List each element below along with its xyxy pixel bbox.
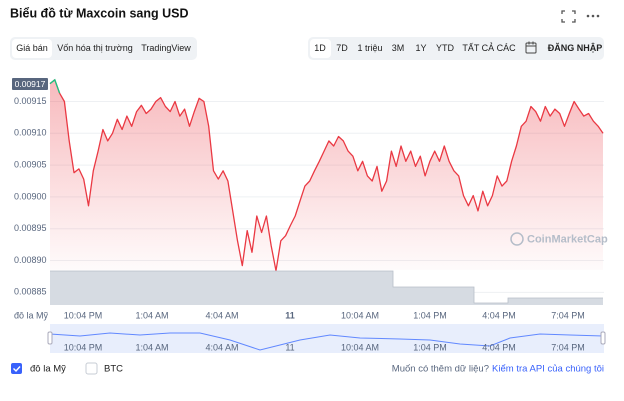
price-tag-text: 0.00917 bbox=[15, 79, 46, 89]
navigator-tick-label: 7:04 PM bbox=[551, 342, 585, 352]
navigator bbox=[50, 324, 604, 353]
range[interactable]: 1 triệu bbox=[357, 43, 382, 53]
range[interactable]: YTD bbox=[436, 43, 455, 53]
expand-icon[interactable] bbox=[561, 10, 576, 23]
tab[interactable]: Giá bán bbox=[16, 43, 48, 53]
x-tick-label: 1:04 AM bbox=[135, 310, 168, 320]
navigator-tick-label: 10:04 PM bbox=[64, 342, 103, 352]
range[interactable]: TẤT CẢ CÁC bbox=[462, 42, 516, 53]
tab-group bbox=[10, 37, 197, 60]
y-tick-label: 0.00885 bbox=[14, 287, 47, 297]
navigator-handle[interactable] bbox=[600, 331, 606, 345]
more-icon[interactable] bbox=[586, 14, 600, 18]
watermark-text: CoinMarketCap bbox=[527, 233, 608, 245]
tab[interactable]: Vốn hóa thị trường bbox=[57, 43, 132, 53]
y-tick-label: 0.00915 bbox=[14, 96, 47, 106]
range-active bbox=[310, 39, 331, 58]
y-tick-label: 0.00890 bbox=[14, 255, 47, 265]
legend-entry: đô la Mỹ bbox=[30, 364, 66, 375]
legend-entry: BTC bbox=[104, 364, 123, 375]
check-mark bbox=[13, 366, 21, 373]
tab[interactable]: TradingView bbox=[141, 43, 191, 53]
y-tick-label: 0.00895 bbox=[14, 223, 47, 233]
checkbox-checked[interactable] bbox=[11, 363, 22, 374]
y-tick-label: 0.00905 bbox=[14, 159, 47, 169]
y-tick-label: 0.00900 bbox=[14, 191, 47, 201]
navigator-tick-label: 4:04 AM bbox=[205, 342, 238, 352]
price-tag bbox=[12, 78, 48, 90]
x-tick-label: 10:04 AM bbox=[341, 310, 379, 320]
price-line bbox=[49, 79, 604, 272]
checkbox[interactable] bbox=[85, 362, 98, 375]
navigator-tick-label: 10:04 AM bbox=[341, 342, 379, 352]
range[interactable]: 3M bbox=[392, 43, 405, 53]
chart-title: Biểu đồ từ Maxcoin sang USD bbox=[10, 6, 189, 20]
range[interactable]: 7D bbox=[336, 43, 348, 53]
navigator-tick-label: 11 bbox=[285, 342, 294, 352]
x-tick-label: 1:04 PM bbox=[413, 310, 447, 320]
x-tick-label: 10:04 PM bbox=[64, 310, 103, 320]
tab-active bbox=[12, 39, 52, 58]
calendar-icon[interactable] bbox=[525, 41, 537, 54]
x-tick-label: 11 bbox=[285, 310, 295, 320]
footer-link[interactable]: Kiểm tra API của chúng tôi bbox=[492, 364, 604, 375]
login[interactable]: ĐĂNG NHẬP bbox=[548, 42, 603, 53]
watermark: CoinMarketCap bbox=[510, 232, 608, 246]
navigator-tick-label: 1:04 AM bbox=[135, 342, 168, 352]
volume-area bbox=[50, 271, 603, 305]
navigator-line bbox=[49, 332, 604, 351]
x-tick-label: 4:04 PM bbox=[482, 310, 516, 320]
navigator-handle[interactable] bbox=[47, 331, 53, 345]
range[interactable]: 1Y bbox=[415, 43, 426, 53]
volume-edge bbox=[50, 270, 603, 304]
navigator-tick-label: 1:04 PM bbox=[413, 342, 447, 352]
range[interactable]: 1D bbox=[314, 43, 326, 53]
line-area bbox=[50, 79, 603, 271]
x-tick-label: 7:04 PM bbox=[551, 310, 585, 320]
navigator-tick-label: 4:04 PM bbox=[482, 342, 516, 352]
x-tick-label: 4:04 AM bbox=[205, 310, 238, 320]
footer-question: Muốn có thêm dữ liệu? bbox=[392, 364, 489, 375]
plot: 0.00885 0.00890 0.00895 0.00900 0.00905 0.009… bbox=[14, 78, 604, 297]
price-line-start bbox=[49, 78, 61, 94]
y-tick-label: 0.00910 bbox=[14, 128, 47, 138]
y-unit-label: đô la Mỹ bbox=[14, 310, 49, 320]
